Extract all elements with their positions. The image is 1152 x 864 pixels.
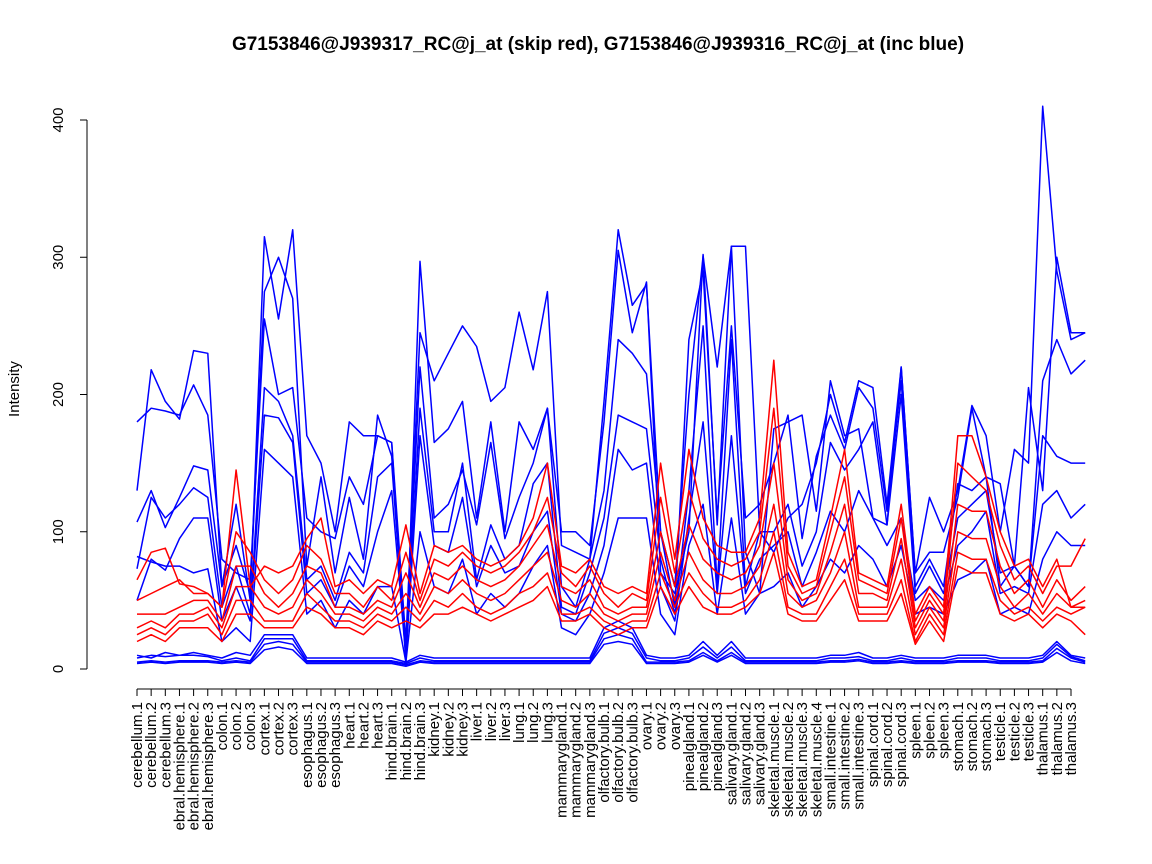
x-tick-label: liver.2 (483, 702, 500, 741)
x-tick-label: liver.3 (497, 702, 514, 741)
x-tick-label: skeletal.muscle.1 (766, 702, 783, 817)
x-tick-label: testicle.2 (1006, 702, 1023, 761)
y-tick-label: 400 (50, 107, 67, 132)
x-tick-label: small.intestine.2 (837, 702, 854, 810)
x-tick-label: hind.brain.3 (412, 702, 429, 780)
x-tick-label: testicle.3 (1021, 702, 1038, 761)
x-tick-label: ebral.hemisphere.3 (200, 702, 217, 830)
x-tick-label: spleen.1 (907, 702, 924, 759)
x-tick-label: cortex.3 (285, 702, 302, 755)
x-tick-label: salivary.gland.2 (738, 702, 755, 805)
x-tick-label: heart.3 (370, 702, 387, 749)
series-line-skip-15 (136, 531, 1086, 643)
series-line-skip-16 (136, 551, 1086, 646)
x-tick-label: ebral.hemisphere.1 (171, 702, 188, 830)
x-tick-label: lung.3 (539, 702, 556, 743)
x-tick-label: cerebellum.3 (157, 702, 174, 788)
x-tick-label: heart.1 (341, 702, 358, 749)
x-tick-label: spleen.3 (936, 702, 953, 759)
x-tick-label: pinealgland.3 (709, 702, 726, 791)
series-line-inc-2 (136, 229, 1086, 663)
x-tick-label: cerebellum.2 (143, 702, 160, 788)
x-tick-label: ovary.2 (653, 702, 670, 750)
x-tick-label: spinal.cord.1 (865, 702, 882, 787)
x-tick-label: stomach.2 (964, 702, 981, 771)
y-tick-label: 100 (50, 519, 67, 544)
y-axis-label: Intensity (6, 361, 23, 417)
series-line-skip-12 (136, 407, 1086, 622)
series-line-skip-11 (136, 359, 1086, 615)
x-tick-label: skeletal.muscle.2 (780, 702, 797, 817)
y-axis: 0 100 200 300 400 (50, 107, 88, 673)
series-line-inc-8 (136, 633, 1086, 666)
x-tick-label: mammarygland.2 (568, 702, 585, 818)
x-tick-label: mammarygland.1 (554, 702, 571, 818)
x-tick-label: spinal.cord.3 (893, 702, 910, 787)
x-tick-label: olfactory.bulb.1 (596, 702, 613, 803)
x-tick-label: testicle.1 (992, 702, 1009, 761)
x-tick-label: kidney.1 (426, 702, 443, 757)
y-tick-label: 200 (50, 382, 67, 407)
x-tick-label: cortex.2 (271, 702, 288, 755)
chart-title: G7153846@J939317_RC@j_at (skip red), G71… (232, 34, 964, 55)
x-tick-label: ebral.hemisphere.2 (186, 702, 203, 830)
x-tick-label: salivary.gland.3 (752, 702, 769, 805)
series-line-inc-6 (136, 448, 1086, 663)
x-tick-label: small.intestine.3 (851, 702, 868, 810)
series-line-inc-1 (136, 105, 1086, 643)
x-tick-label: liver.1 (469, 702, 486, 741)
x-tick-label: lung.1 (511, 702, 528, 743)
x-tick-label: colon.3 (242, 702, 259, 750)
x-tick-label: esophagus.1 (299, 702, 316, 788)
x-tick-label: lung.2 (525, 702, 542, 743)
x-tick-label: hind.brain.1 (384, 702, 401, 780)
x-tick-label: ovary.1 (638, 702, 655, 750)
x-tick-label: kidney.3 (454, 702, 471, 757)
x-tick-label: olfactory.bulb.3 (624, 702, 641, 803)
series-line-inc-3 (136, 256, 1086, 650)
x-tick-label: small.intestine.1 (822, 702, 839, 810)
x-tick-label: pinealgland.1 (681, 702, 698, 791)
x-tick-label: esophagus.3 (327, 702, 344, 788)
x-tick-label: spinal.cord.2 (879, 702, 896, 787)
x-tick-label: colon.2 (228, 702, 245, 750)
x-tick-label: thalamus.1 (1035, 702, 1052, 775)
x-tick-label: stomach.1 (950, 702, 967, 771)
x-tick-label: cerebellum.1 (129, 702, 146, 788)
x-tick-label: stomach.3 (978, 702, 995, 771)
series-line-inc-10 (136, 640, 1086, 668)
y-tick-label: 300 (50, 245, 67, 270)
x-tick-label: hind.brain.2 (398, 702, 415, 780)
x-axis: cerebellum.1cerebellum.2cerebellum.3ebra… (129, 688, 1080, 830)
x-tick-label: skeletal.muscle.3 (794, 702, 811, 817)
x-tick-label: thalamus.3 (1063, 702, 1080, 775)
x-tick-label: pinealgland.2 (695, 702, 712, 791)
x-tick-label: ovary.3 (667, 702, 684, 750)
x-tick-label: thalamus.2 (1049, 702, 1066, 775)
x-tick-label: skeletal.muscle.4 (808, 702, 825, 817)
x-tick-label: salivary.gland.1 (723, 702, 740, 805)
x-tick-label: kidney.2 (440, 702, 457, 757)
series-line-skip-14 (136, 503, 1086, 636)
x-tick-label: mammarygland.3 (582, 702, 599, 818)
y-tick-label: 0 (50, 665, 67, 673)
x-tick-label: colon.1 (214, 702, 231, 750)
x-tick-label: heart.2 (355, 702, 372, 749)
x-tick-label: olfactory.bulb.2 (610, 702, 627, 803)
series-lines (136, 105, 1086, 668)
x-tick-label: cortex.1 (256, 702, 273, 755)
x-tick-label: esophagus.2 (313, 702, 330, 788)
x-tick-label: spleen.2 (921, 702, 938, 759)
series-line-skip-13 (137, 462, 1086, 629)
series-line-inc-5 (136, 414, 1086, 659)
